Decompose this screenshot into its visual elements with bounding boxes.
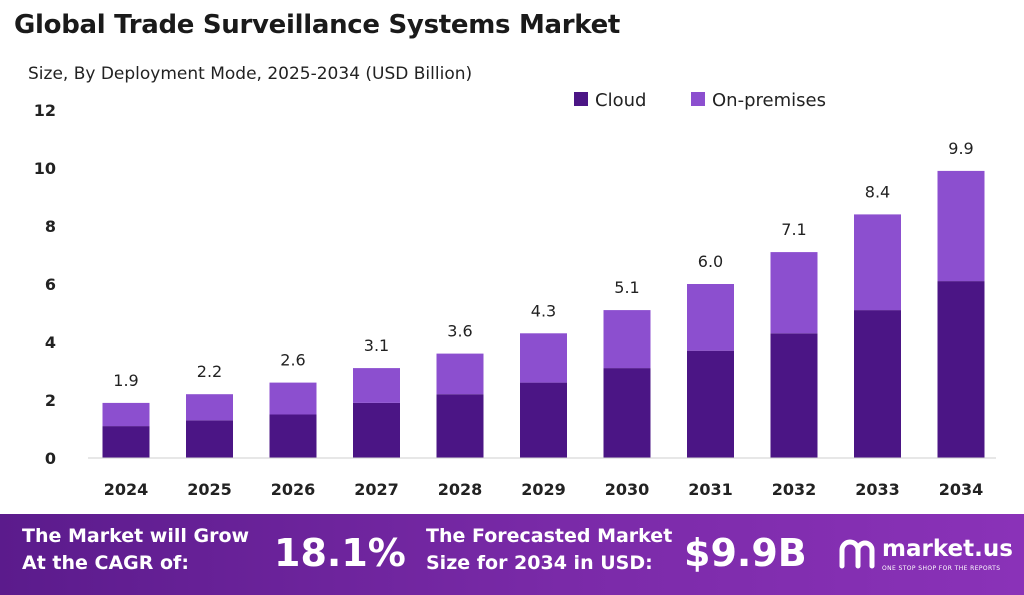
bar-on-premises-2027 <box>353 368 400 403</box>
bar-on-premises-2032 <box>770 252 818 334</box>
bars-group: 1.9 2.2 2.6 3.1 3.6 4.3 5.1 6.0 7.1 8.4 9.9 <box>102 139 985 458</box>
bar-total-label: 1.9 <box>113 371 138 390</box>
x-tick-label: 2033 <box>855 480 900 499</box>
y-tick-label: 8 <box>45 217 56 236</box>
bar-cloud-2029 <box>520 382 567 458</box>
cagr-caption-line1: The Market will Grow <box>22 525 250 547</box>
market-us-logo-icon <box>839 539 875 569</box>
bar-cloud-2027 <box>353 402 400 458</box>
legend-label: On-premises <box>712 90 826 111</box>
x-tick-label: 2029 <box>521 480 566 499</box>
y-tick-label: 10 <box>34 159 56 178</box>
bar-cloud-2033 <box>854 310 901 458</box>
bar-on-premises-2033 <box>854 214 901 311</box>
legend-swatch <box>574 92 588 106</box>
bar-on-premises-2031 <box>687 284 734 351</box>
bar-total-label: 7.1 <box>781 220 806 239</box>
bar-on-premises-2028 <box>436 353 484 395</box>
legend: Cloud On-premises <box>574 90 826 111</box>
bar-on-premises-2024 <box>102 402 150 427</box>
bar-cloud-2025 <box>186 420 233 458</box>
bar-total-label: 2.2 <box>197 362 222 381</box>
cagr-caption: The Market will Grow At the CAGR of: <box>22 523 249 577</box>
bar-cloud-2028 <box>436 394 484 458</box>
legend-label: Cloud <box>595 90 646 111</box>
brand-tagline: ONE STOP SHOP FOR THE REPORTS <box>882 565 1001 572</box>
bar-on-premises-2026 <box>269 382 317 415</box>
y-axis-ticks: 0 2 4 6 8 10 12 <box>34 101 56 468</box>
bar-chart: 0 2 4 6 8 10 12 1.9 2.2 2.6 3.1 3.6 4.3 5.1 6.0 7.1 8.4… <box>34 90 996 499</box>
chart-subtitle: Size, By Deployment Mode, 2025-2034 (USD… <box>28 64 473 84</box>
bar-on-premises-2025 <box>186 394 233 421</box>
bar-total-label: 3.1 <box>364 336 389 355</box>
x-tick-label: 2028 <box>438 480 483 499</box>
x-tick-label: 2034 <box>939 480 984 499</box>
y-tick-label: 2 <box>45 391 56 410</box>
cagr-value: 18.1% <box>274 531 406 575</box>
bar-cloud-2032 <box>770 333 818 458</box>
bar-total-label: 2.6 <box>280 351 305 370</box>
x-tick-label: 2026 <box>271 480 316 499</box>
bar-on-premises-2034 <box>937 170 985 282</box>
x-tick-label: 2031 <box>688 480 733 499</box>
brand-logo: market.us ONE STOP SHOP FOR THE REPORTS <box>838 536 1018 576</box>
brand-name: market.us <box>882 536 1013 562</box>
cagr-caption-line2: At the CAGR of: <box>22 552 189 574</box>
x-tick-label: 2025 <box>187 480 232 499</box>
x-tick-label: 2027 <box>354 480 399 499</box>
bar-cloud-2024 <box>102 426 150 458</box>
y-tick-label: 6 <box>45 275 56 294</box>
forecast-caption: The Forecasted Market Size for 2034 in U… <box>426 523 672 577</box>
bar-total-label: 5.1 <box>614 278 639 297</box>
bar-total-label: 6.0 <box>698 252 723 271</box>
bar-cloud-2030 <box>603 368 651 458</box>
bar-on-premises-2030 <box>603 310 651 369</box>
y-tick-label: 4 <box>45 333 56 352</box>
chart-title: Global Trade Surveillance Systems Market <box>14 10 621 40</box>
x-axis-ticks: 2024 2025 2026 2027 2028 2029 2030 2031 2032 2033… <box>104 480 984 499</box>
bar-total-label: 4.3 <box>531 301 556 320</box>
bar-cloud-2026 <box>269 414 317 458</box>
x-tick-label: 2030 <box>605 480 650 499</box>
bar-on-premises-2029 <box>520 333 567 383</box>
x-tick-label: 2024 <box>104 480 149 499</box>
x-tick-label: 2032 <box>772 480 817 499</box>
bar-total-label: 3.6 <box>447 322 472 341</box>
y-tick-label: 12 <box>34 101 56 120</box>
bar-cloud-2031 <box>687 350 734 458</box>
legend-swatch <box>691 92 705 106</box>
bar-cloud-2034 <box>937 281 985 458</box>
bar-total-label: 9.9 <box>948 139 973 158</box>
footer-banner: The Market will Grow At the CAGR of: 18.… <box>0 514 1024 595</box>
forecast-caption-line1: The Forecasted Market <box>426 525 673 547</box>
forecast-caption-line2: Size for 2034 in USD: <box>426 552 653 574</box>
y-tick-label: 0 <box>45 449 56 468</box>
bar-total-label: 8.4 <box>865 182 890 201</box>
forecast-value: $9.9B <box>684 531 807 575</box>
